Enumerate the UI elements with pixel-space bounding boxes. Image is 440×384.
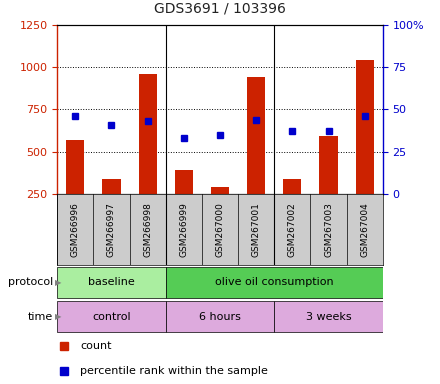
Text: GSM266996: GSM266996 [71, 202, 80, 257]
Text: GSM266998: GSM266998 [143, 202, 152, 257]
Text: baseline: baseline [88, 277, 135, 287]
Text: GSM266997: GSM266997 [107, 202, 116, 257]
Text: 3 weeks: 3 weeks [306, 312, 352, 322]
Bar [247, 77, 265, 194]
Bar [57, 301, 166, 332]
Bar [175, 170, 193, 194]
Bar [274, 301, 383, 332]
Text: count: count [80, 341, 111, 351]
Bar [166, 301, 274, 332]
Text: GSM266999: GSM266999 [180, 202, 188, 257]
Text: time: time [28, 312, 53, 322]
Text: 6 hours: 6 hours [199, 312, 241, 322]
Bar [319, 136, 337, 194]
Text: GSM267002: GSM267002 [288, 202, 297, 257]
Bar [103, 179, 121, 194]
Text: GSM267003: GSM267003 [324, 202, 333, 257]
Text: olive oil consumption: olive oil consumption [215, 277, 334, 287]
Text: protocol: protocol [7, 277, 53, 287]
Text: GDS3691 / 103396: GDS3691 / 103396 [154, 2, 286, 15]
Text: control: control [92, 312, 131, 322]
Text: percentile rank within the sample: percentile rank within the sample [80, 366, 268, 376]
Text: ▶: ▶ [55, 278, 62, 287]
Bar [66, 140, 84, 194]
Bar [283, 179, 301, 194]
Bar [57, 267, 166, 298]
Text: GSM267004: GSM267004 [360, 202, 369, 257]
Bar [166, 267, 383, 298]
Bar [211, 187, 229, 194]
Text: GSM267000: GSM267000 [216, 202, 224, 257]
Bar [356, 60, 374, 194]
Text: GSM267001: GSM267001 [252, 202, 260, 257]
Bar [139, 74, 157, 194]
Text: ▶: ▶ [55, 312, 62, 321]
